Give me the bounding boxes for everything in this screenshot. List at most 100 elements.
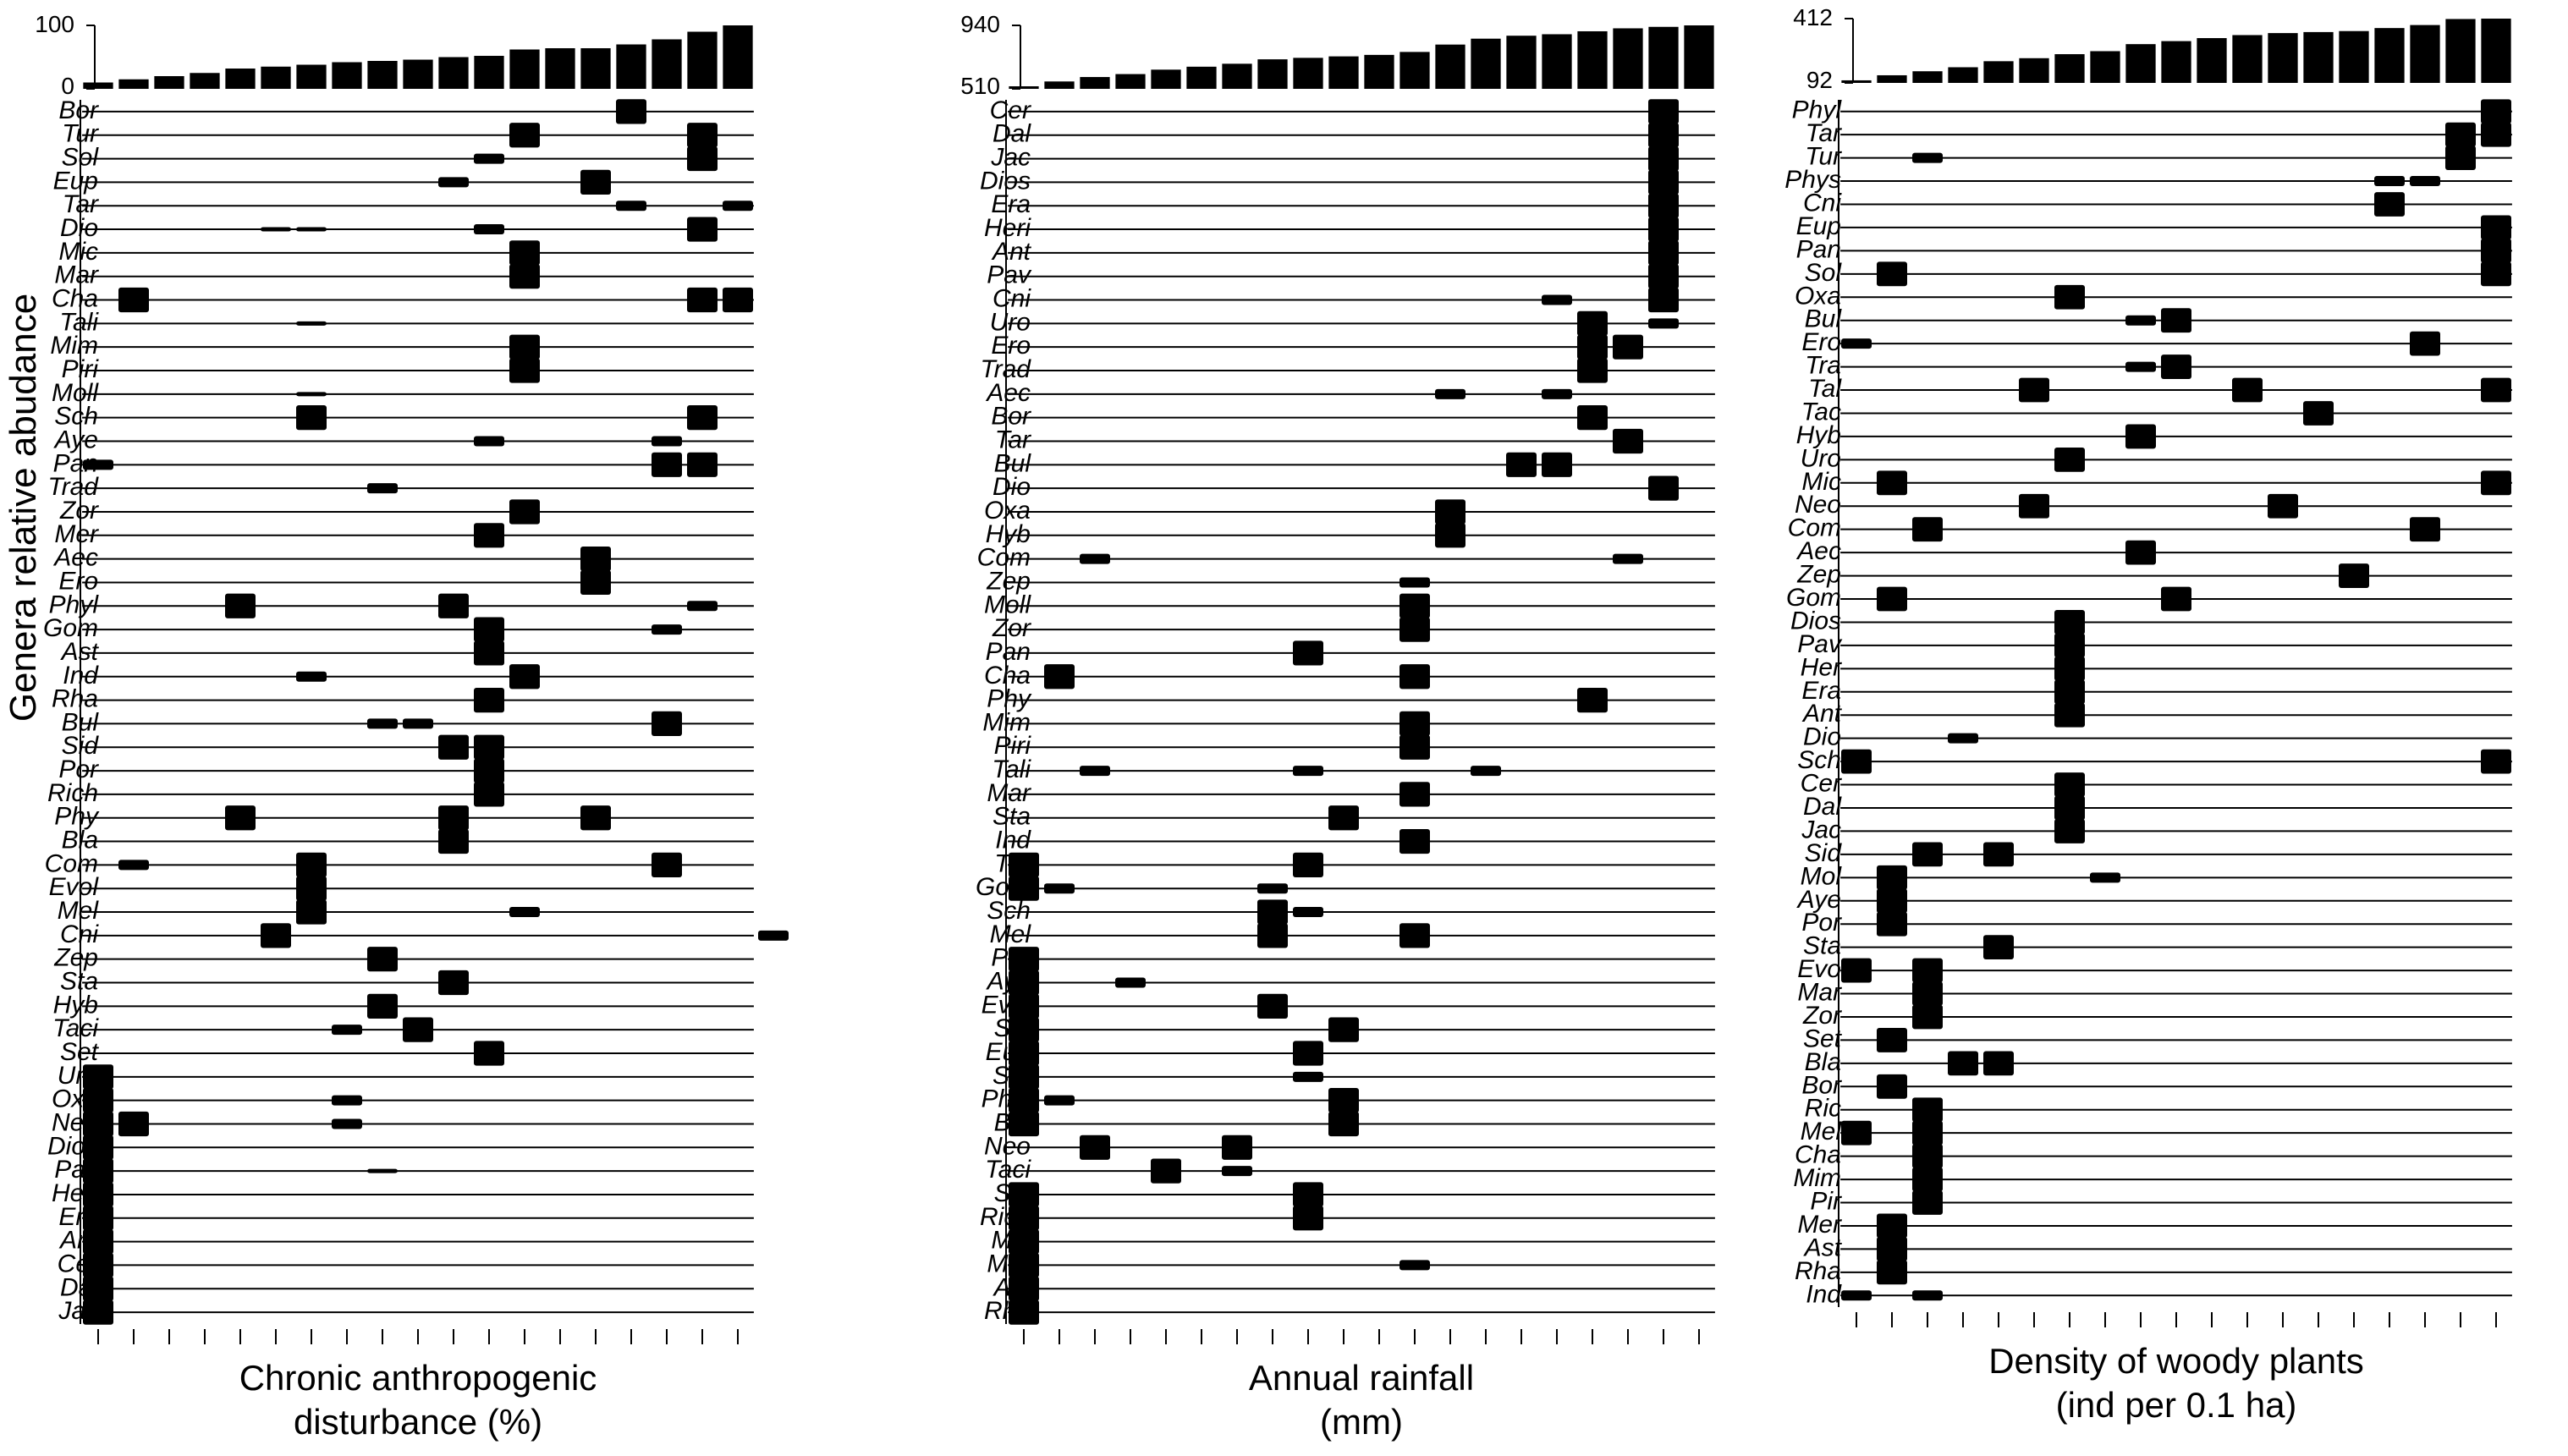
gradient-max-label: 412 (1793, 4, 1833, 30)
abundance-cell (1648, 475, 1679, 501)
abundance-cell (1009, 1228, 1039, 1255)
abundance-cell (332, 1095, 362, 1106)
abundance-cell (1328, 1088, 1359, 1113)
abundance-cell (687, 217, 718, 242)
genus-label: Mic (58, 238, 98, 266)
abundance-cell (1877, 911, 1907, 937)
genus-label: Aec (1795, 537, 1841, 565)
gradient-bar (1648, 26, 1679, 89)
abundance-cell (367, 718, 398, 729)
abundance-cell (332, 1118, 362, 1129)
abundance-cell (296, 405, 327, 431)
genus-label: Sch (54, 403, 98, 431)
abundance-cell (83, 1228, 113, 1255)
genus-label: Gom (1786, 584, 1841, 612)
genus-label: Rha (1795, 1257, 1841, 1285)
abundance-cell (1009, 1276, 1039, 1301)
abundance-cell (509, 264, 540, 289)
abundance-cell (652, 624, 682, 635)
abundance-cell (2125, 540, 2156, 565)
gradient-bar (1983, 61, 2014, 83)
abundance-cell (474, 687, 504, 713)
gradient-bar (2125, 44, 2156, 83)
genus-label: Mim (50, 332, 98, 360)
abundance-cell (1912, 1190, 1943, 1215)
genus-label: Com (1788, 514, 1841, 542)
abundance-cell (2374, 192, 2405, 217)
abundance-cell (474, 640, 504, 666)
genus-label: Eup (1796, 212, 1841, 240)
genus-label: Oxa (984, 497, 1031, 525)
genus-label: Bla (1805, 1048, 1841, 1076)
genus-label: Ant (991, 238, 1032, 266)
abundance-cell (652, 452, 682, 477)
abundance-cell (509, 240, 540, 266)
genus-label: Dio (993, 473, 1031, 501)
abundance-cell (1399, 923, 1430, 948)
genus-label: Tar (995, 426, 1031, 453)
abundance-cell (83, 1299, 113, 1325)
gradient-bar (1684, 25, 1714, 89)
abundance-cell (1648, 146, 1679, 172)
genus-label: Rich (47, 779, 98, 807)
genus-label: Tur (1805, 143, 1842, 171)
gradient-bar (1877, 74, 1907, 83)
abundance-cell (509, 907, 540, 918)
abundance-cell (1009, 970, 1039, 996)
abundance-cell (296, 671, 327, 682)
abundance-cell (1577, 358, 1608, 383)
genus-label: Zor (59, 497, 99, 525)
abundance-cell (438, 177, 469, 188)
gradient-bar (83, 82, 113, 89)
abundance-cell (1257, 923, 1288, 948)
genus-label: Mel (990, 920, 1032, 948)
x-axis-label: disturbance (%) (294, 1402, 542, 1442)
gradient-bar (1948, 67, 1978, 83)
genus-label: Pan (986, 638, 1031, 666)
abundance-cell (2410, 176, 2440, 187)
abundance-cell (1328, 805, 1359, 831)
genus-label: Pav (1797, 630, 1843, 658)
genus-label: Phys (1784, 166, 1841, 194)
abundance-cell (1257, 883, 1288, 894)
gradient-min-label: 92 (1806, 67, 1833, 93)
genus-label: Aec (985, 379, 1031, 407)
abundance-cell (1983, 842, 2014, 867)
abundance-cell (1257, 993, 1288, 1019)
abundance-cell (1877, 261, 1907, 287)
abundance-cell (1877, 1028, 1907, 1052)
gradient-bar (1009, 86, 1039, 89)
abundance-cell (261, 923, 291, 948)
genus-label: Sta (1803, 932, 1841, 960)
abundance-cell (2054, 447, 2085, 472)
abundance-cell (2445, 146, 2476, 171)
gradient-bar (2161, 41, 2191, 83)
abundance-cell (403, 1017, 433, 1042)
genus-label: Tal (1808, 375, 1842, 403)
genus-label: Evol (49, 873, 100, 901)
abundance-cell (83, 1276, 113, 1301)
abundance-cell (1293, 907, 1323, 918)
genus-label: Taci (985, 1156, 1031, 1184)
gradient-bar (1613, 28, 1643, 89)
genus-label: Mim (1793, 1164, 1841, 1192)
abundance-cell (83, 1135, 113, 1160)
abundance-cell (2410, 517, 2440, 542)
genus-label: Mer (1797, 1211, 1842, 1239)
abundance-cell (1293, 1071, 1323, 1082)
abundance-cell (509, 334, 540, 360)
gradient-bar (2481, 19, 2511, 83)
genus-label: Zep (53, 944, 98, 972)
abundance-cell (687, 405, 718, 431)
genus-label: Cha (984, 662, 1031, 690)
abundance-cell (580, 169, 611, 195)
abundance-cell (2161, 586, 2191, 612)
genus-label: Cni (1803, 189, 1842, 217)
genus-label: Gom (43, 614, 98, 642)
genus-label: Mar (54, 261, 99, 289)
genus-label: Zep (1796, 561, 1841, 589)
abundance-cell (1399, 577, 1430, 588)
abundance-cell (509, 499, 540, 525)
abundance-cell (367, 947, 398, 972)
abundance-cell (2054, 819, 2085, 843)
